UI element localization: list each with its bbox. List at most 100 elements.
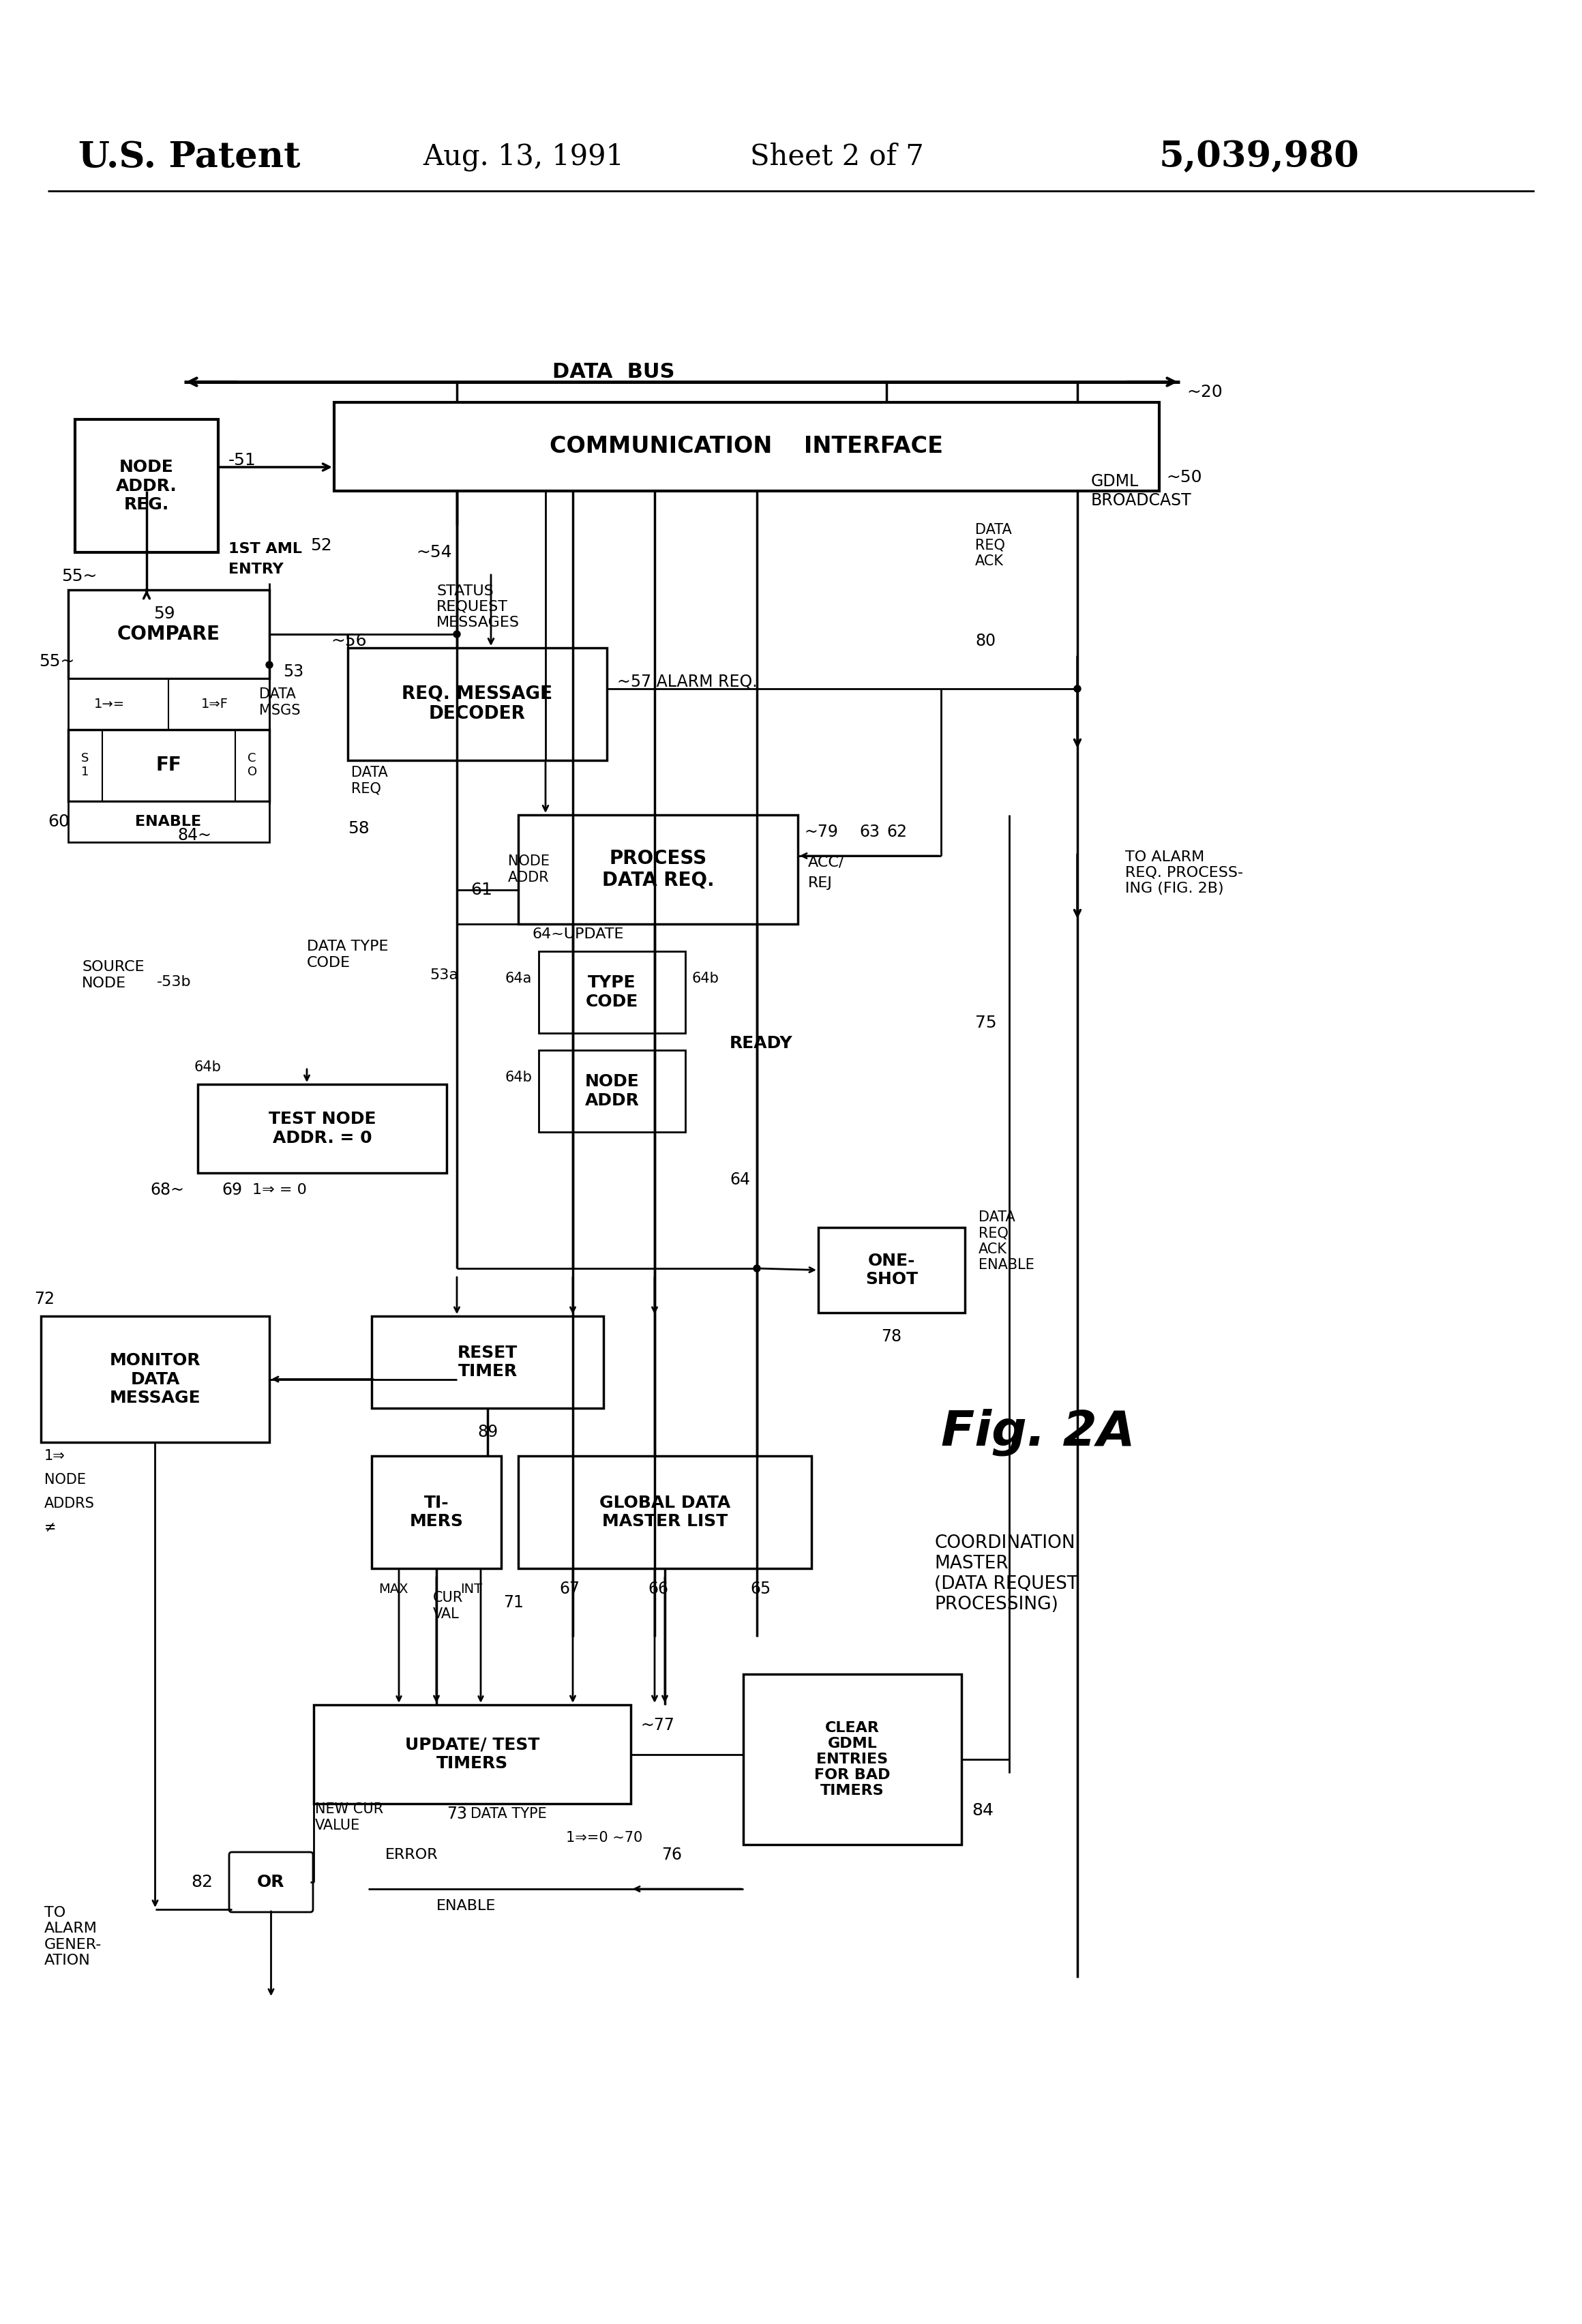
Text: 1→=: 1→= — [93, 697, 125, 711]
Text: TEST NODE
ADDR. = 0: TEST NODE ADDR. = 0 — [269, 1111, 377, 1146]
Text: GLOBAL DATA
MASTER LIST: GLOBAL DATA MASTER LIST — [600, 1494, 731, 1529]
Text: TYPE
CODE: TYPE CODE — [585, 974, 639, 1011]
Text: 64b: 64b — [505, 1071, 532, 1085]
Bar — [68, 730, 269, 802]
Text: UPDATE/ TEST
TIMERS: UPDATE/ TEST TIMERS — [405, 1736, 539, 1771]
Text: 84: 84 — [971, 1803, 993, 1820]
Text: DATA
MSGS: DATA MSGS — [259, 688, 301, 718]
Text: REQ. MESSAGE
DECODER: REQ. MESSAGE DECODER — [402, 686, 552, 723]
Text: 53a: 53a — [430, 969, 459, 983]
Text: MAX: MAX — [378, 1583, 408, 1594]
Text: NEW CUR
VALUE: NEW CUR VALUE — [315, 1803, 383, 1831]
Text: 64a: 64a — [505, 971, 532, 985]
Text: ONE-
SHOT: ONE- SHOT — [865, 1253, 918, 1287]
Text: ENABLE: ENABLE — [136, 816, 201, 830]
Text: 61: 61 — [470, 881, 492, 897]
Text: 60: 60 — [47, 813, 70, 830]
Text: ~54: ~54 — [416, 544, 452, 560]
Circle shape — [454, 630, 460, 637]
Text: 80: 80 — [975, 632, 995, 648]
Bar — [519, 1455, 812, 1569]
Text: DATA  BUS: DATA BUS — [552, 363, 676, 381]
Bar — [41, 1315, 269, 1443]
Text: GDML
BROADCAST: GDML BROADCAST — [1092, 474, 1191, 509]
Text: 1⇒: 1⇒ — [44, 1450, 65, 1462]
Bar — [539, 1050, 685, 1132]
Text: FF: FF — [155, 755, 182, 774]
Circle shape — [753, 1264, 761, 1271]
Text: DATA TYPE
CODE: DATA TYPE CODE — [307, 939, 388, 969]
Bar — [348, 648, 607, 760]
Text: RESET
TIMER: RESET TIMER — [457, 1346, 517, 1380]
Text: DATA TYPE: DATA TYPE — [470, 1808, 547, 1820]
Text: ~57 ALARM REQ.: ~57 ALARM REQ. — [617, 674, 758, 690]
Text: TI-
MERS: TI- MERS — [410, 1494, 464, 1529]
Bar — [519, 816, 797, 925]
Text: 63: 63 — [859, 823, 880, 841]
Text: NODE
ADDR.
REG.: NODE ADDR. REG. — [115, 458, 177, 514]
Text: 71: 71 — [503, 1594, 524, 1611]
Text: ENABLE: ENABLE — [437, 1899, 497, 1913]
Bar — [372, 1455, 501, 1569]
Circle shape — [142, 590, 150, 597]
Text: 1⇒=0 ~70: 1⇒=0 ~70 — [566, 1831, 642, 1845]
Text: 65: 65 — [750, 1580, 770, 1597]
Text: 64b: 64b — [195, 1060, 221, 1074]
Bar — [68, 590, 269, 679]
Text: 68~: 68~ — [150, 1183, 184, 1199]
Text: CUR
VAL: CUR VAL — [433, 1592, 464, 1620]
Text: TO ALARM
REQ. PROCESS-
ING (FIG. 2B): TO ALARM REQ. PROCESS- ING (FIG. 2B) — [1125, 851, 1243, 895]
Text: 53: 53 — [283, 665, 304, 681]
Text: 67: 67 — [558, 1580, 579, 1597]
Text: PROCESS
DATA REQ.: PROCESS DATA REQ. — [601, 848, 713, 890]
Text: ADDRS: ADDRS — [44, 1497, 95, 1511]
Bar — [539, 951, 685, 1034]
Text: 5,039,980: 5,039,980 — [1160, 139, 1359, 174]
Text: 82: 82 — [191, 1873, 212, 1889]
Text: ~79: ~79 — [805, 823, 838, 841]
Text: ERROR: ERROR — [386, 1848, 438, 1862]
Text: ~77: ~77 — [641, 1717, 676, 1734]
Bar — [68, 802, 269, 841]
Text: 55~: 55~ — [62, 567, 97, 583]
Text: DATA
REQ
ACK: DATA REQ ACK — [975, 523, 1012, 567]
Text: TO
ALARM
GENER-
ATION: TO ALARM GENER- ATION — [44, 1906, 101, 1966]
Text: 73: 73 — [446, 1806, 467, 1822]
Text: U.S. Patent: U.S. Patent — [79, 139, 301, 174]
Text: 58: 58 — [348, 820, 370, 837]
Text: INT: INT — [460, 1583, 483, 1594]
Text: -51: -51 — [228, 453, 256, 469]
Bar — [334, 402, 1160, 490]
Text: OR: OR — [258, 1873, 285, 1889]
Text: NODE
ADDR: NODE ADDR — [585, 1074, 639, 1109]
Text: ACC/: ACC/ — [808, 855, 845, 869]
Bar — [74, 418, 218, 553]
FancyBboxPatch shape — [229, 1852, 313, 1913]
Text: C
O: C O — [247, 753, 258, 779]
Text: 64b: 64b — [693, 971, 720, 985]
Text: ENTRY: ENTRY — [228, 562, 283, 576]
Text: COMPARE: COMPARE — [117, 625, 220, 644]
Text: NODE: NODE — [44, 1473, 85, 1487]
Text: STATUS
REQUEST
MESSAGES: STATUS REQUEST MESSAGES — [437, 583, 519, 630]
Bar — [313, 1706, 631, 1803]
Text: 89: 89 — [478, 1425, 498, 1441]
Circle shape — [266, 662, 272, 669]
Text: Aug. 13, 1991: Aug. 13, 1991 — [422, 142, 623, 172]
Text: 66: 66 — [647, 1580, 668, 1597]
Text: DATA
REQ: DATA REQ — [351, 767, 388, 795]
Text: COMMUNICATION    INTERFACE: COMMUNICATION INTERFACE — [551, 435, 943, 458]
Text: 59: 59 — [153, 607, 176, 623]
Bar — [744, 1673, 962, 1845]
Text: 1⇒ = 0: 1⇒ = 0 — [252, 1183, 307, 1197]
Text: COORDINATION
MASTER
(DATA REQUEST
PROCESSING): COORDINATION MASTER (DATA REQUEST PROCES… — [935, 1534, 1077, 1613]
Bar — [68, 679, 269, 730]
Text: -53b: -53b — [157, 976, 191, 988]
Text: 62: 62 — [886, 823, 906, 841]
Text: 1⇒F: 1⇒F — [201, 697, 228, 711]
Text: 1ST AML: 1ST AML — [228, 541, 302, 555]
Text: 64: 64 — [729, 1171, 750, 1188]
Text: ~56: ~56 — [331, 632, 367, 648]
Text: MONITOR
DATA
MESSAGE: MONITOR DATA MESSAGE — [109, 1353, 201, 1406]
Text: ≠: ≠ — [44, 1520, 57, 1534]
